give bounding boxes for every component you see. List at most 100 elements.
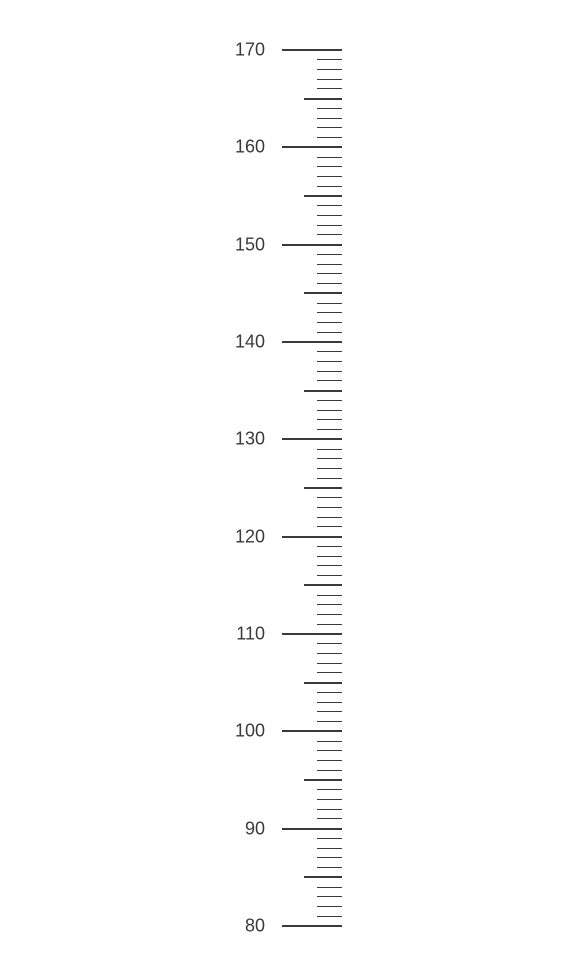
major-tick [282,925,342,927]
minor-tick [317,556,342,557]
major-tick [282,730,342,732]
minor-tick [317,818,342,819]
minor-tick [317,429,342,430]
minor-tick [317,624,342,625]
minor-tick [317,799,342,800]
major-tick [282,536,342,538]
half-tick [304,390,342,392]
half-tick [304,195,342,197]
minor-tick [317,789,342,790]
minor-tick [317,565,342,566]
minor-tick [317,88,342,89]
minor-tick [317,604,342,605]
minor-tick [317,400,342,401]
minor-tick [317,809,342,810]
major-tick [282,341,342,343]
minor-tick [317,760,342,761]
minor-tick [317,225,342,226]
minor-tick [317,887,342,888]
minor-tick [317,254,342,255]
ruler-label: 160 [225,137,265,158]
minor-tick [317,371,342,372]
minor-tick [317,351,342,352]
minor-tick [317,906,342,907]
minor-tick [317,69,342,70]
minor-tick [317,692,342,693]
minor-tick [317,361,342,362]
minor-tick [317,419,342,420]
minor-tick [317,322,342,323]
minor-tick [317,721,342,722]
half-tick [304,98,342,100]
minor-tick [317,614,342,615]
major-tick [282,49,342,51]
half-tick [304,487,342,489]
minor-tick [317,312,342,313]
minor-tick [317,215,342,216]
minor-tick [317,741,342,742]
minor-tick [317,303,342,304]
ruler-label: 100 [225,721,265,742]
minor-tick [317,205,342,206]
minor-tick [317,127,342,128]
major-tick [282,244,342,246]
minor-tick [317,653,342,654]
minor-tick [317,137,342,138]
major-tick [282,633,342,635]
minor-tick [317,380,342,381]
ruler-label: 150 [225,234,265,255]
minor-tick [317,896,342,897]
minor-tick [317,478,342,479]
minor-tick [317,575,342,576]
minor-tick [317,867,342,868]
minor-tick [317,838,342,839]
ruler-label: 130 [225,429,265,450]
minor-tick [317,59,342,60]
minor-tick [317,283,342,284]
minor-tick [317,166,342,167]
minor-tick [317,857,342,858]
minor-tick [317,507,342,508]
minor-tick [317,848,342,849]
ruler-label: 110 [225,624,265,645]
minor-tick [317,157,342,158]
minor-tick [317,663,342,664]
minor-tick [317,711,342,712]
minor-tick [317,916,342,917]
ruler-label: 170 [225,40,265,61]
minor-tick [317,517,342,518]
ruler-label: 140 [225,332,265,353]
half-tick [304,584,342,586]
ruler-label: 80 [225,916,265,937]
minor-tick [317,526,342,527]
half-tick [304,292,342,294]
ruler-label: 90 [225,818,265,839]
minor-tick [317,79,342,80]
minor-tick [317,410,342,411]
minor-tick [317,643,342,644]
minor-tick [317,468,342,469]
major-tick [282,438,342,440]
minor-tick [317,273,342,274]
ruler-label: 120 [225,526,265,547]
half-tick [304,779,342,781]
minor-tick [317,332,342,333]
minor-tick [317,234,342,235]
half-tick [304,876,342,878]
minor-tick [317,118,342,119]
minor-tick [317,264,342,265]
minor-tick [317,546,342,547]
minor-tick [317,770,342,771]
minor-tick [317,595,342,596]
minor-tick [317,458,342,459]
minor-tick [317,186,342,187]
minor-tick [317,672,342,673]
minor-tick [317,449,342,450]
minor-tick [317,108,342,109]
half-tick [304,682,342,684]
minor-tick [317,497,342,498]
major-tick [282,828,342,830]
minor-tick [317,750,342,751]
minor-tick [317,176,342,177]
major-tick [282,146,342,148]
